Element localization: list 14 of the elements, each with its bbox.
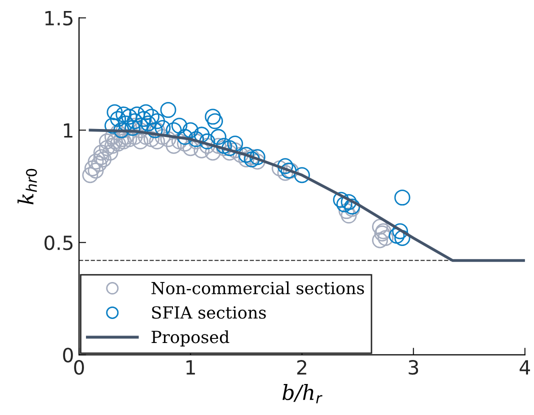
legend-label: Proposed — [152, 330, 230, 346]
y-axis-title: k$_{hr0}$ — [18, 168, 37, 204]
x-tick-label: 3 — [408, 360, 418, 375]
x-tick-label: 4 — [520, 360, 530, 374]
y-tick-label: 1 — [64, 123, 72, 138]
x-tick-label: 0 — [74, 360, 84, 375]
x-tick-label: 1 — [186, 360, 195, 374]
y-tick-label: 1.5 — [45, 11, 72, 26]
legend-label: Non-commercial sections — [152, 281, 364, 294]
y-tick-label: 0 — [63, 348, 73, 362]
legend-label: SFIA sections — [152, 306, 266, 319]
x-tick-label: 2 — [297, 360, 306, 374]
x-axis-title: b/h$_{r}$ — [282, 384, 322, 404]
y-tick-label: 0.5 — [44, 235, 72, 250]
